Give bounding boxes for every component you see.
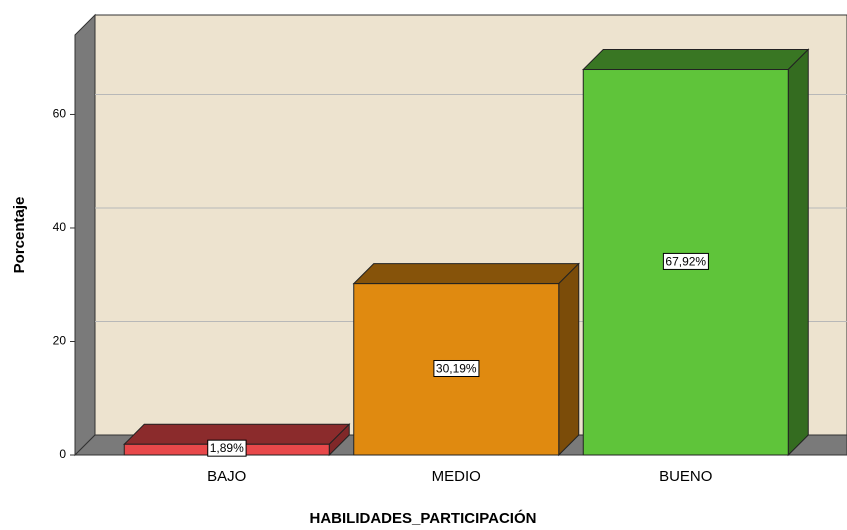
value-label-box (662, 252, 709, 270)
x-axis-title: HABILIDADES_PARTICIPACIÓN (310, 509, 537, 527)
y-tick-label: 60 (53, 107, 67, 121)
value-label: 1,89% (210, 441, 244, 455)
x-tick-label: MEDIO (432, 468, 481, 485)
bar-top (582, 49, 810, 71)
value-label: 67,92% (665, 254, 706, 268)
y-tick-label: 40 (53, 220, 67, 234)
y-tick-label: 0 (59, 447, 66, 461)
x-tick-label: BAJO (207, 468, 246, 485)
bar-side (558, 262, 580, 457)
side-wall (74, 13, 96, 457)
bar-side (787, 48, 809, 457)
value-label-box (433, 359, 480, 377)
y-axis-title: Porcentaje (11, 197, 28, 274)
y-tick-label: 20 (53, 334, 67, 348)
value-label-box (207, 439, 247, 457)
x-tick-label: BUENO (659, 468, 712, 485)
bar-top (352, 263, 580, 285)
value-label: 30,19% (436, 361, 477, 375)
